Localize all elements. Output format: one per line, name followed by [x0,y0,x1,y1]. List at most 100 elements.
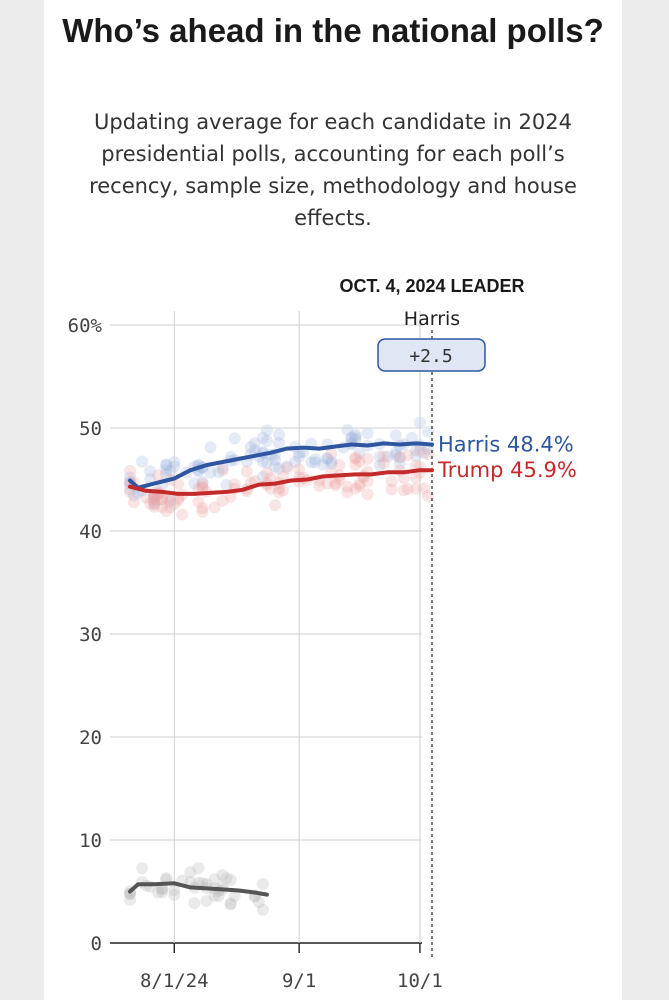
poll-dot [329,477,342,490]
poll-dot [216,464,229,477]
poll-dot [273,428,285,441]
poll-dot [289,455,302,468]
poll-dot [317,458,330,471]
poll-dot [256,903,269,916]
page-subtitle: Updating average for each candidate in 2… [89,110,577,230]
poll-dot [212,466,225,479]
poll-dot [353,447,366,460]
leader-margin-box [377,338,486,372]
poll-dot [273,462,285,475]
poll-dot [385,475,398,488]
poll-dot [393,451,406,464]
poll-dot [136,862,149,875]
poll-dot [224,898,237,911]
poll-dot [422,448,434,461]
poll-dot [401,483,414,496]
poll-dot [341,480,354,493]
poll-dot [212,890,225,902]
poll-dot [269,460,281,473]
poll-dot [345,431,358,444]
poll-dot [216,494,229,507]
poll-dot [361,452,374,465]
poll-dot [377,450,390,463]
poll-dot [248,437,261,450]
poll-dot [309,456,322,469]
poll-dot [204,466,217,479]
y-tick-label: 40 [79,521,102,543]
poll-dot [401,449,414,462]
poll-dot [349,452,362,465]
poll-dot [124,471,136,484]
poll-dot [321,452,334,465]
poll-dot [309,453,322,466]
poll-dot [361,475,374,488]
leader-margin: +2.5 [409,346,452,367]
poll-dot [417,482,430,495]
grid-lines [110,311,433,958]
poll-dot [188,897,201,910]
trump-end-label: Trump 45.9% [437,458,577,482]
poll-dot [325,457,338,470]
poll-dot [224,873,237,886]
poll-dot [184,866,197,879]
poll-dot [164,493,177,506]
poll-dot [216,869,229,881]
poll-dot [333,459,346,472]
poll-dot [124,893,136,906]
poll-dot [305,456,318,469]
poll-dot [281,460,293,473]
poll-dot [361,488,374,501]
poll-dot [148,494,161,507]
other-series-line [128,881,269,897]
poll-dot [228,432,241,445]
poll-dot [128,496,140,509]
page-title: Who’s ahead in the national polls? [62,12,604,49]
poll-dot [156,886,169,899]
poll-dot [164,501,177,514]
poll-dot [204,441,217,454]
poll-dot [192,496,205,508]
poll-dot [397,472,410,485]
poll-dot [329,479,342,492]
poll-dot [256,878,269,890]
poll-dot [144,465,157,478]
y-tick-label: 20 [79,727,102,749]
poll-dot [349,482,362,495]
poll-dot [196,480,209,493]
poll-dot [240,465,253,478]
poll-dot [389,429,402,442]
poll-dot [256,470,269,483]
poll-dot [136,455,149,468]
poll-dot [409,471,422,484]
poll-dot [256,455,269,468]
poll-dot [160,872,173,884]
poll-dot [325,455,338,468]
poll-dot [244,441,257,454]
harris-end-label: Harris 48.4% [438,432,574,456]
poll-dot [273,486,285,499]
poll-dot [160,459,173,472]
poll-dot [260,435,273,447]
poll-dot [160,468,173,481]
poll-dot [160,463,173,476]
poll-dot [260,467,273,480]
poll-dot [140,491,153,504]
trump-series-line [128,468,434,496]
poll-dot [277,470,289,483]
poll-dot [148,498,161,511]
poll-dot [128,489,140,502]
poll-dot [152,886,165,899]
poll-dot [164,495,177,508]
poll-dot [422,425,434,438]
poll-dot [393,457,406,470]
poll-dot [313,479,326,492]
poll-dot [377,457,390,470]
poll-dot [389,449,402,462]
poll-dot [228,890,241,903]
poll-dot [281,462,293,474]
poll-dot [256,431,269,444]
poll-dot [405,431,418,444]
y-tick-label: 0 [91,933,102,955]
poll-dot [422,490,434,502]
